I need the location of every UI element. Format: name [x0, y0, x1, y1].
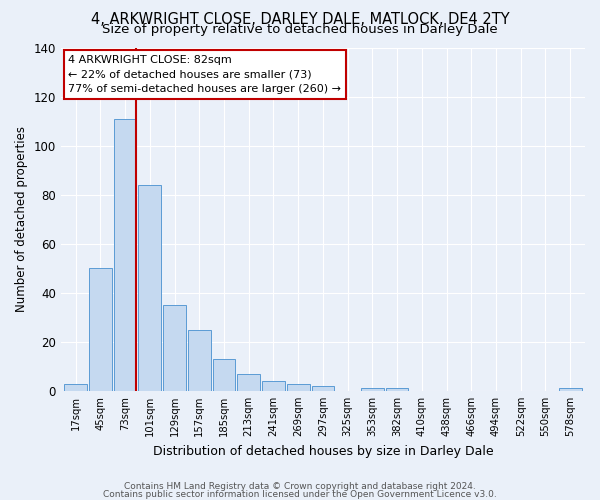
X-axis label: Distribution of detached houses by size in Darley Dale: Distribution of detached houses by size …	[152, 444, 493, 458]
Bar	[386, 388, 409, 391]
Bar	[262, 381, 285, 391]
Bar	[361, 388, 384, 391]
Bar	[212, 359, 235, 391]
Bar	[188, 330, 211, 391]
Bar	[238, 374, 260, 391]
Bar	[311, 386, 334, 391]
Bar	[163, 305, 186, 391]
Bar	[89, 268, 112, 391]
Bar	[64, 384, 87, 391]
Text: 4, ARKWRIGHT CLOSE, DARLEY DALE, MATLOCK, DE4 2TY: 4, ARKWRIGHT CLOSE, DARLEY DALE, MATLOCK…	[91, 12, 509, 28]
Bar	[139, 185, 161, 391]
Bar	[559, 388, 581, 391]
Text: 4 ARKWRIGHT CLOSE: 82sqm
← 22% of detached houses are smaller (73)
77% of semi-d: 4 ARKWRIGHT CLOSE: 82sqm ← 22% of detach…	[68, 55, 341, 94]
Y-axis label: Number of detached properties: Number of detached properties	[15, 126, 28, 312]
Bar	[287, 384, 310, 391]
Text: Contains HM Land Registry data © Crown copyright and database right 2024.: Contains HM Land Registry data © Crown c…	[124, 482, 476, 491]
Text: Size of property relative to detached houses in Darley Dale: Size of property relative to detached ho…	[102, 22, 498, 36]
Text: Contains public sector information licensed under the Open Government Licence v3: Contains public sector information licen…	[103, 490, 497, 499]
Bar	[114, 118, 136, 391]
